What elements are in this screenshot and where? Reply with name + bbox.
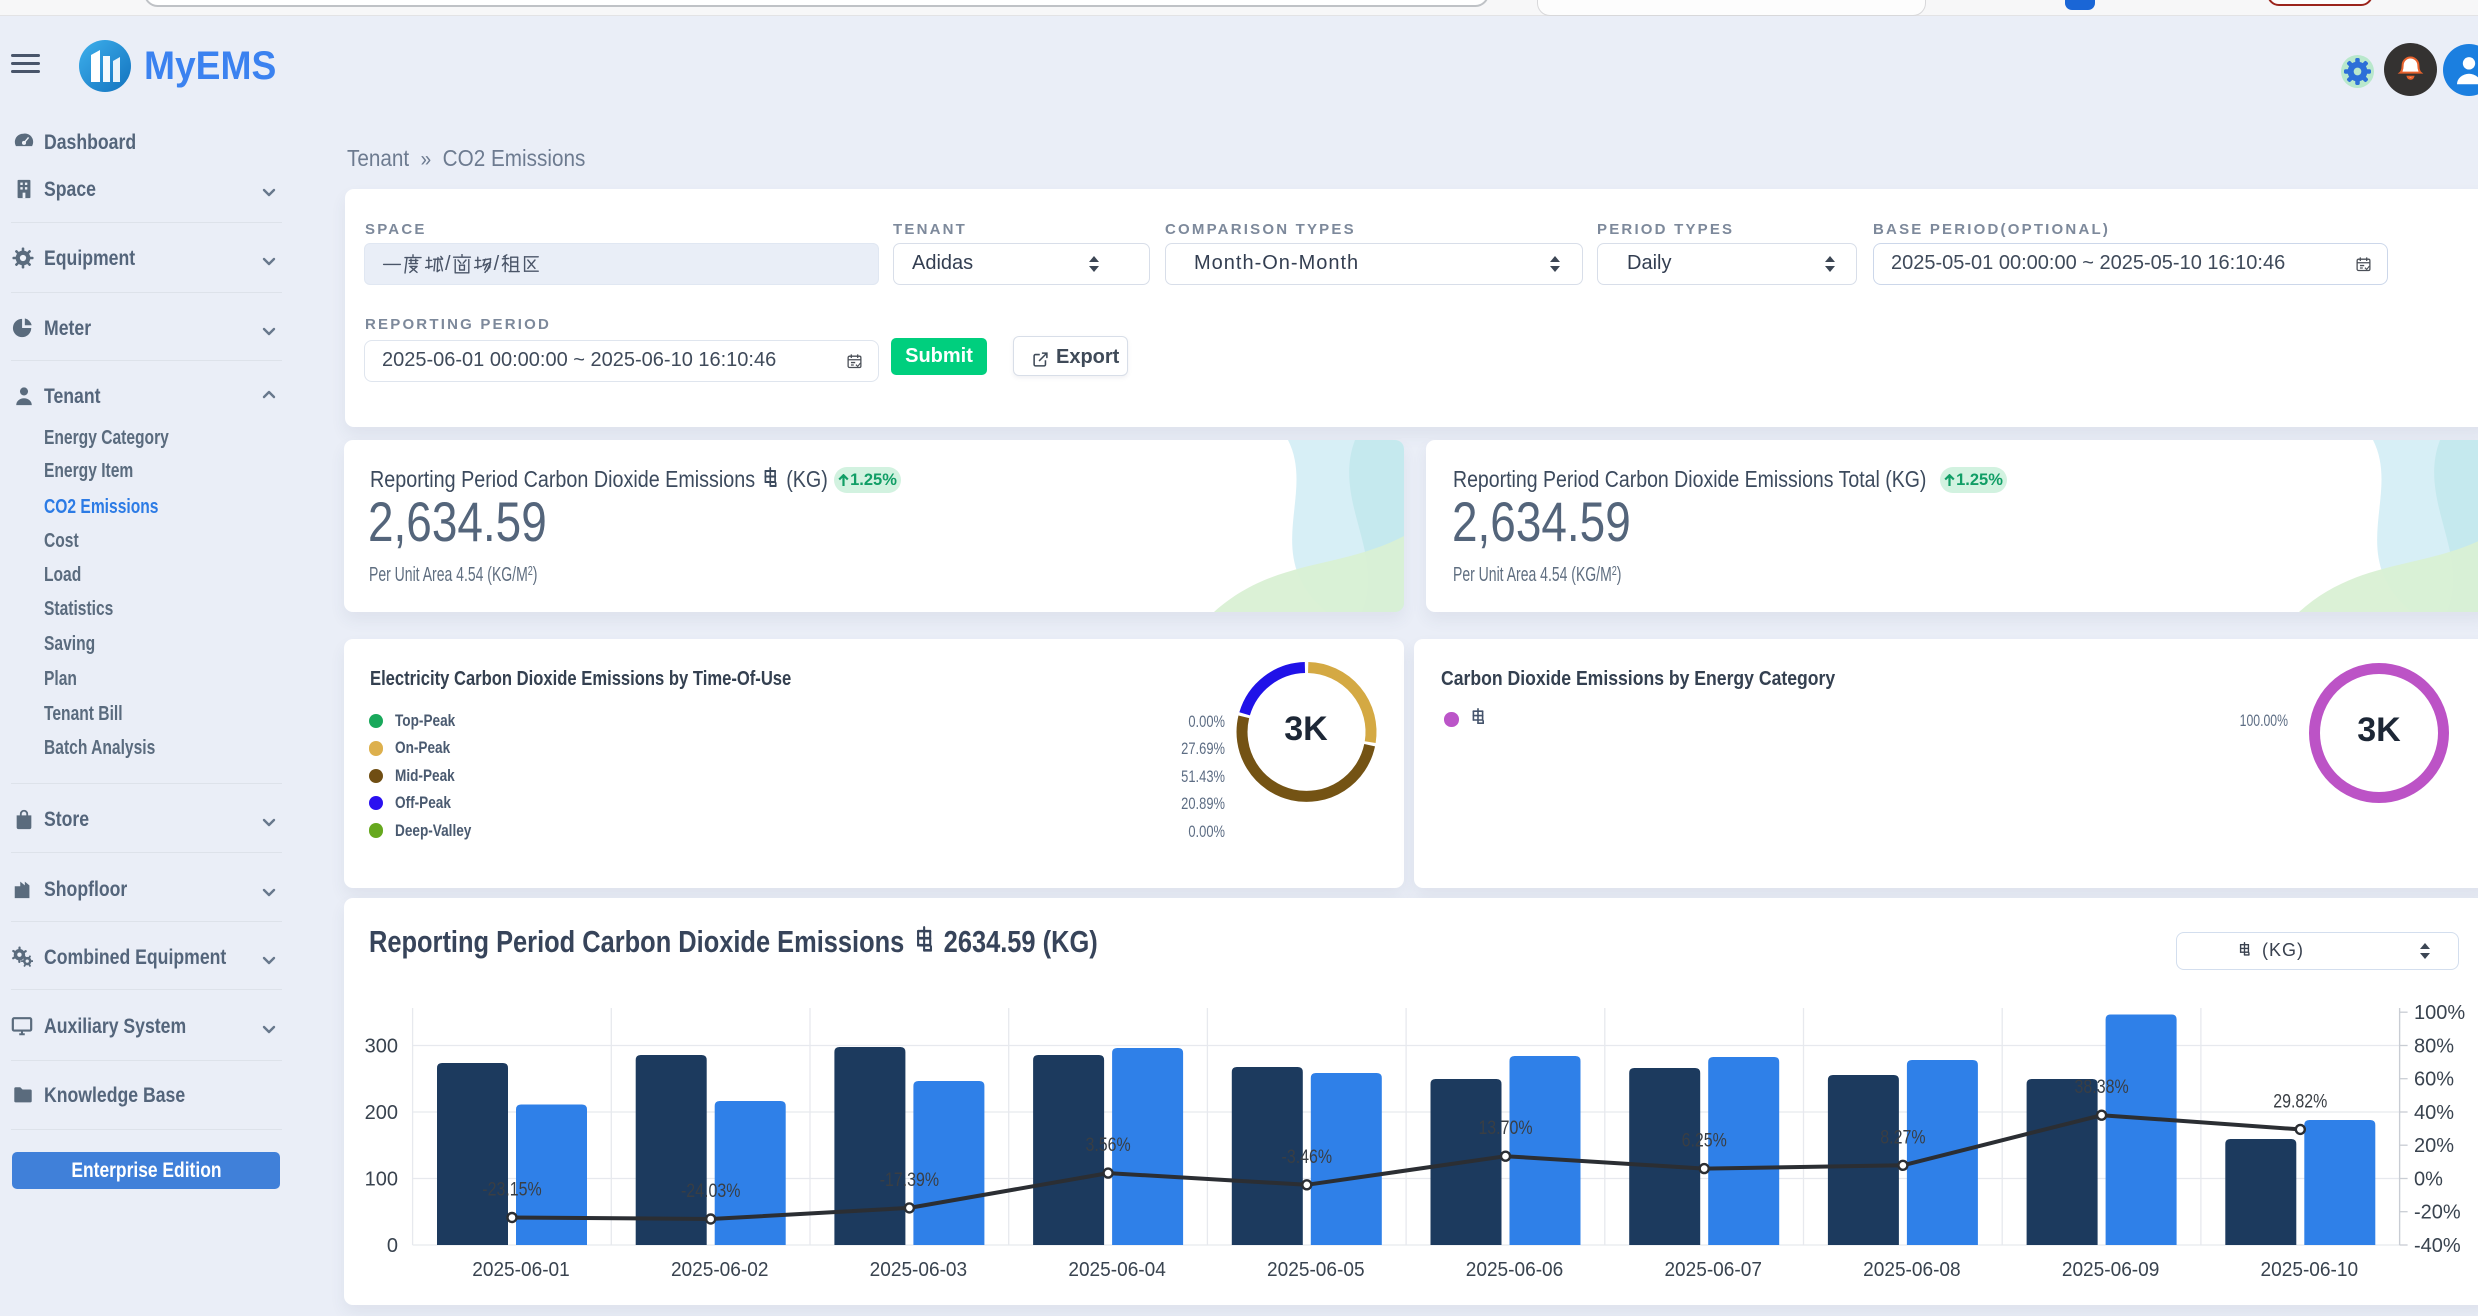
svg-text:-23.15%: -23.15% [482,1180,541,1201]
svg-text:3.56%: 3.56% [1086,1135,1131,1156]
svg-text:60%: 60% [2414,1069,2454,1091]
svg-text:-17.39%: -17.39% [880,1170,939,1191]
svg-text:100%: 100% [2414,1002,2465,1024]
svg-text:2025-06-06: 2025-06-06 [1466,1259,1564,1281]
svg-text:300: 300 [365,1036,398,1058]
svg-text:6.25%: 6.25% [1682,1131,1727,1152]
svg-text:0%: 0% [2414,1169,2443,1191]
svg-text:80%: 80% [2414,1036,2454,1058]
svg-text:-20%: -20% [2414,1202,2461,1224]
svg-text:200: 200 [365,1102,398,1124]
svg-text:100: 100 [365,1169,398,1191]
svg-text:29.82%: 29.82% [2273,1091,2327,1112]
svg-text:2025-06-08: 2025-06-08 [1863,1259,1961,1281]
svg-text:2025-06-07: 2025-06-07 [1664,1259,1762,1281]
svg-text:2025-06-01: 2025-06-01 [472,1259,570,1281]
svg-text:0: 0 [387,1235,398,1257]
svg-text:2025-06-02: 2025-06-02 [671,1259,769,1281]
svg-text:2025-06-09: 2025-06-09 [2062,1259,2160,1281]
svg-text:38.38%: 38.38% [2075,1077,2129,1098]
svg-text:2025-06-05: 2025-06-05 [1267,1259,1365,1281]
svg-text:8.27%: 8.27% [1880,1127,1925,1148]
svg-text:2025-06-03: 2025-06-03 [870,1259,968,1281]
svg-text:-40%: -40% [2414,1235,2461,1257]
svg-text:-24.03%: -24.03% [681,1181,740,1202]
svg-text:40%: 40% [2414,1102,2454,1124]
svg-text:2025-06-04: 2025-06-04 [1068,1259,1166,1281]
svg-text:20%: 20% [2414,1135,2454,1157]
svg-text:2025-06-10: 2025-06-10 [2261,1259,2359,1281]
svg-text:13.70%: 13.70% [1478,1118,1532,1139]
svg-text:-3.46%: -3.46% [1282,1147,1333,1168]
